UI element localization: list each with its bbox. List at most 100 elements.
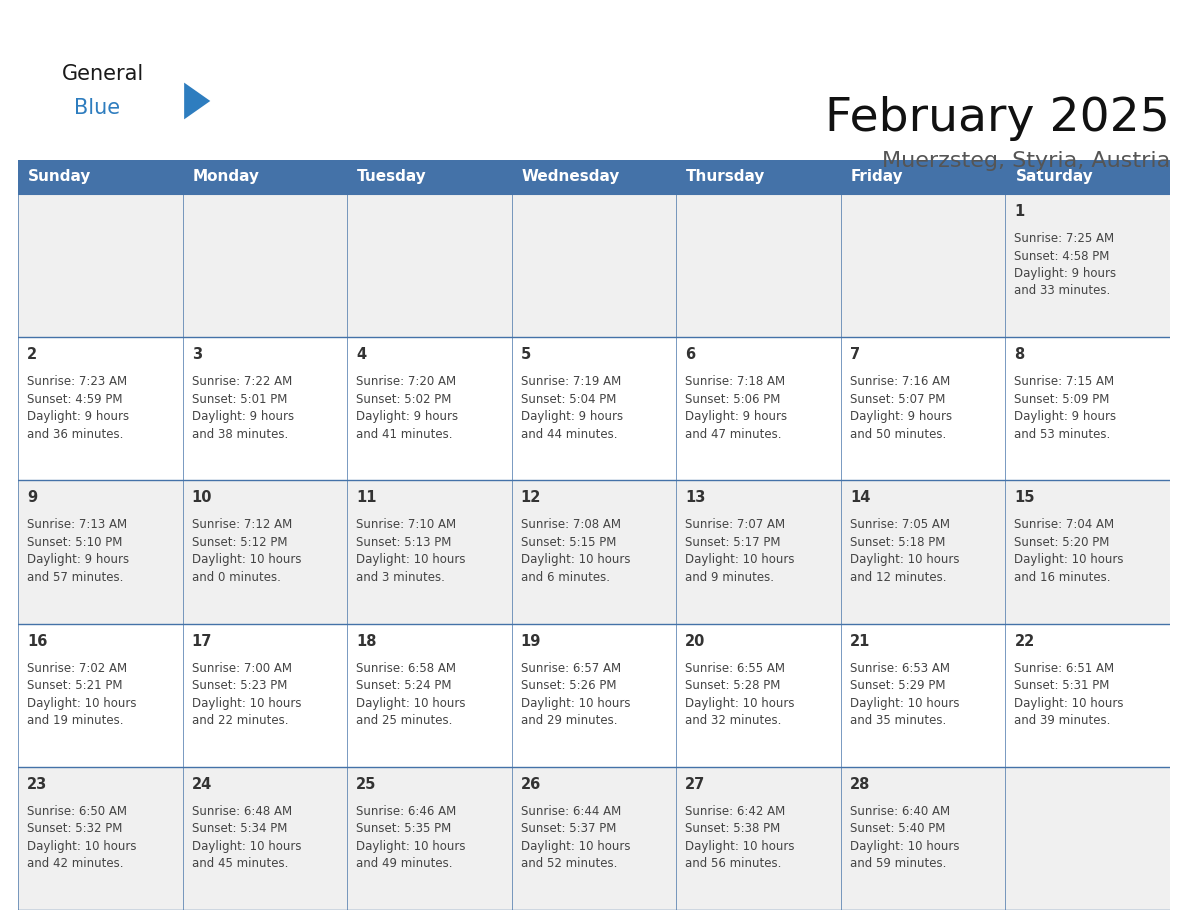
Bar bbox=[512, 767, 676, 910]
Text: and 41 minutes.: and 41 minutes. bbox=[356, 428, 453, 441]
Text: and 29 minutes.: and 29 minutes. bbox=[520, 714, 618, 727]
Text: Sunset: 5:26 PM: Sunset: 5:26 PM bbox=[520, 679, 617, 692]
Text: and 59 minutes.: and 59 minutes. bbox=[849, 857, 946, 870]
Text: Sunset: 5:29 PM: Sunset: 5:29 PM bbox=[849, 679, 946, 692]
Text: Sunrise: 6:44 AM: Sunrise: 6:44 AM bbox=[520, 805, 621, 818]
Text: Sunrise: 6:48 AM: Sunrise: 6:48 AM bbox=[191, 805, 292, 818]
Text: Sunrise: 7:19 AM: Sunrise: 7:19 AM bbox=[520, 375, 621, 388]
Text: and 33 minutes.: and 33 minutes. bbox=[1015, 285, 1111, 297]
Text: Daylight: 10 hours: Daylight: 10 hours bbox=[356, 697, 466, 710]
Text: Sunrise: 7:12 AM: Sunrise: 7:12 AM bbox=[191, 519, 292, 532]
Text: Daylight: 10 hours: Daylight: 10 hours bbox=[520, 554, 630, 566]
Bar bbox=[18, 337, 183, 480]
Text: and 38 minutes.: and 38 minutes. bbox=[191, 428, 287, 441]
Text: Daylight: 9 hours: Daylight: 9 hours bbox=[520, 410, 623, 423]
Text: Sunrise: 7:20 AM: Sunrise: 7:20 AM bbox=[356, 375, 456, 388]
Text: Sunrise: 7:13 AM: Sunrise: 7:13 AM bbox=[27, 519, 127, 532]
Text: Wednesday: Wednesday bbox=[522, 170, 620, 185]
Bar bbox=[841, 767, 1005, 910]
Text: Daylight: 10 hours: Daylight: 10 hours bbox=[520, 697, 630, 710]
Text: Daylight: 9 hours: Daylight: 9 hours bbox=[1015, 410, 1117, 423]
Bar bbox=[512, 623, 676, 767]
Text: Sunrise: 7:08 AM: Sunrise: 7:08 AM bbox=[520, 519, 620, 532]
Text: 7: 7 bbox=[849, 347, 860, 363]
Text: Sunset: 5:13 PM: Sunset: 5:13 PM bbox=[356, 536, 451, 549]
Bar bbox=[347, 194, 512, 337]
Bar bbox=[676, 337, 841, 480]
Text: 15: 15 bbox=[1015, 490, 1035, 506]
Text: and 12 minutes.: and 12 minutes. bbox=[849, 571, 947, 584]
Bar bbox=[18, 480, 183, 623]
Text: Sunset: 5:37 PM: Sunset: 5:37 PM bbox=[520, 823, 617, 835]
Text: and 52 minutes.: and 52 minutes. bbox=[520, 857, 617, 870]
Text: Muerzsteg, Styria, Austria: Muerzsteg, Styria, Austria bbox=[881, 151, 1170, 172]
Bar bbox=[841, 480, 1005, 623]
Text: Friday: Friday bbox=[851, 170, 904, 185]
Bar bbox=[676, 480, 841, 623]
Text: and 50 minutes.: and 50 minutes. bbox=[849, 428, 946, 441]
Text: 17: 17 bbox=[191, 633, 211, 649]
Text: 14: 14 bbox=[849, 490, 871, 506]
Text: 16: 16 bbox=[27, 633, 48, 649]
Text: and 9 minutes.: and 9 minutes. bbox=[685, 571, 775, 584]
Bar bbox=[347, 767, 512, 910]
Bar bbox=[512, 480, 676, 623]
Text: Daylight: 10 hours: Daylight: 10 hours bbox=[191, 554, 301, 566]
Text: 19: 19 bbox=[520, 633, 541, 649]
Bar bbox=[347, 337, 512, 480]
Text: and 3 minutes.: and 3 minutes. bbox=[356, 571, 446, 584]
Text: Sunset: 5:38 PM: Sunset: 5:38 PM bbox=[685, 823, 781, 835]
Text: Sunset: 5:04 PM: Sunset: 5:04 PM bbox=[520, 393, 617, 406]
Text: 10: 10 bbox=[191, 490, 213, 506]
Text: Sunrise: 7:07 AM: Sunrise: 7:07 AM bbox=[685, 519, 785, 532]
Text: Daylight: 10 hours: Daylight: 10 hours bbox=[191, 840, 301, 853]
Text: Sunrise: 6:40 AM: Sunrise: 6:40 AM bbox=[849, 805, 950, 818]
Text: 21: 21 bbox=[849, 633, 871, 649]
Text: 12: 12 bbox=[520, 490, 541, 506]
Text: Daylight: 9 hours: Daylight: 9 hours bbox=[356, 410, 459, 423]
Text: and 25 minutes.: and 25 minutes. bbox=[356, 714, 453, 727]
Text: and 19 minutes.: and 19 minutes. bbox=[27, 714, 124, 727]
Text: and 56 minutes.: and 56 minutes. bbox=[685, 857, 782, 870]
Bar bbox=[1005, 194, 1170, 337]
Text: 2: 2 bbox=[27, 347, 37, 363]
Text: Sunrise: 6:58 AM: Sunrise: 6:58 AM bbox=[356, 662, 456, 675]
Text: Sunrise: 6:53 AM: Sunrise: 6:53 AM bbox=[849, 662, 950, 675]
Text: Daylight: 9 hours: Daylight: 9 hours bbox=[27, 410, 129, 423]
Text: Sunrise: 6:46 AM: Sunrise: 6:46 AM bbox=[356, 805, 456, 818]
Text: Daylight: 10 hours: Daylight: 10 hours bbox=[849, 697, 960, 710]
Bar bbox=[841, 623, 1005, 767]
Text: 26: 26 bbox=[520, 777, 541, 792]
Text: 28: 28 bbox=[849, 777, 871, 792]
Text: Sunset: 5:31 PM: Sunset: 5:31 PM bbox=[1015, 679, 1110, 692]
Text: 11: 11 bbox=[356, 490, 377, 506]
Bar bbox=[18, 767, 183, 910]
Text: Thursday: Thursday bbox=[687, 170, 765, 185]
Text: Monday: Monday bbox=[192, 170, 259, 185]
Text: 3: 3 bbox=[191, 347, 202, 363]
Text: Sunset: 5:24 PM: Sunset: 5:24 PM bbox=[356, 679, 451, 692]
Bar bbox=[18, 194, 183, 337]
Text: February 2025: February 2025 bbox=[826, 96, 1170, 141]
Bar bbox=[183, 623, 347, 767]
Text: and 0 minutes.: and 0 minutes. bbox=[191, 571, 280, 584]
Text: and 57 minutes.: and 57 minutes. bbox=[27, 571, 124, 584]
Text: Daylight: 10 hours: Daylight: 10 hours bbox=[191, 697, 301, 710]
Bar bbox=[841, 337, 1005, 480]
Text: Daylight: 10 hours: Daylight: 10 hours bbox=[1015, 697, 1124, 710]
Bar bbox=[1005, 160, 1170, 194]
Text: Daylight: 10 hours: Daylight: 10 hours bbox=[849, 554, 960, 566]
Text: and 47 minutes.: and 47 minutes. bbox=[685, 428, 782, 441]
Text: Sunset: 5:06 PM: Sunset: 5:06 PM bbox=[685, 393, 781, 406]
Text: Sunrise: 7:10 AM: Sunrise: 7:10 AM bbox=[356, 519, 456, 532]
Text: Sunday: Sunday bbox=[29, 170, 91, 185]
Bar bbox=[347, 160, 512, 194]
Text: Sunset: 5:34 PM: Sunset: 5:34 PM bbox=[191, 823, 287, 835]
Text: Blue: Blue bbox=[74, 98, 120, 118]
Bar bbox=[676, 160, 841, 194]
Text: Sunset: 5:01 PM: Sunset: 5:01 PM bbox=[191, 393, 287, 406]
Text: 27: 27 bbox=[685, 777, 706, 792]
Text: Daylight: 9 hours: Daylight: 9 hours bbox=[849, 410, 952, 423]
Text: 9: 9 bbox=[27, 490, 37, 506]
Text: Daylight: 10 hours: Daylight: 10 hours bbox=[520, 840, 630, 853]
